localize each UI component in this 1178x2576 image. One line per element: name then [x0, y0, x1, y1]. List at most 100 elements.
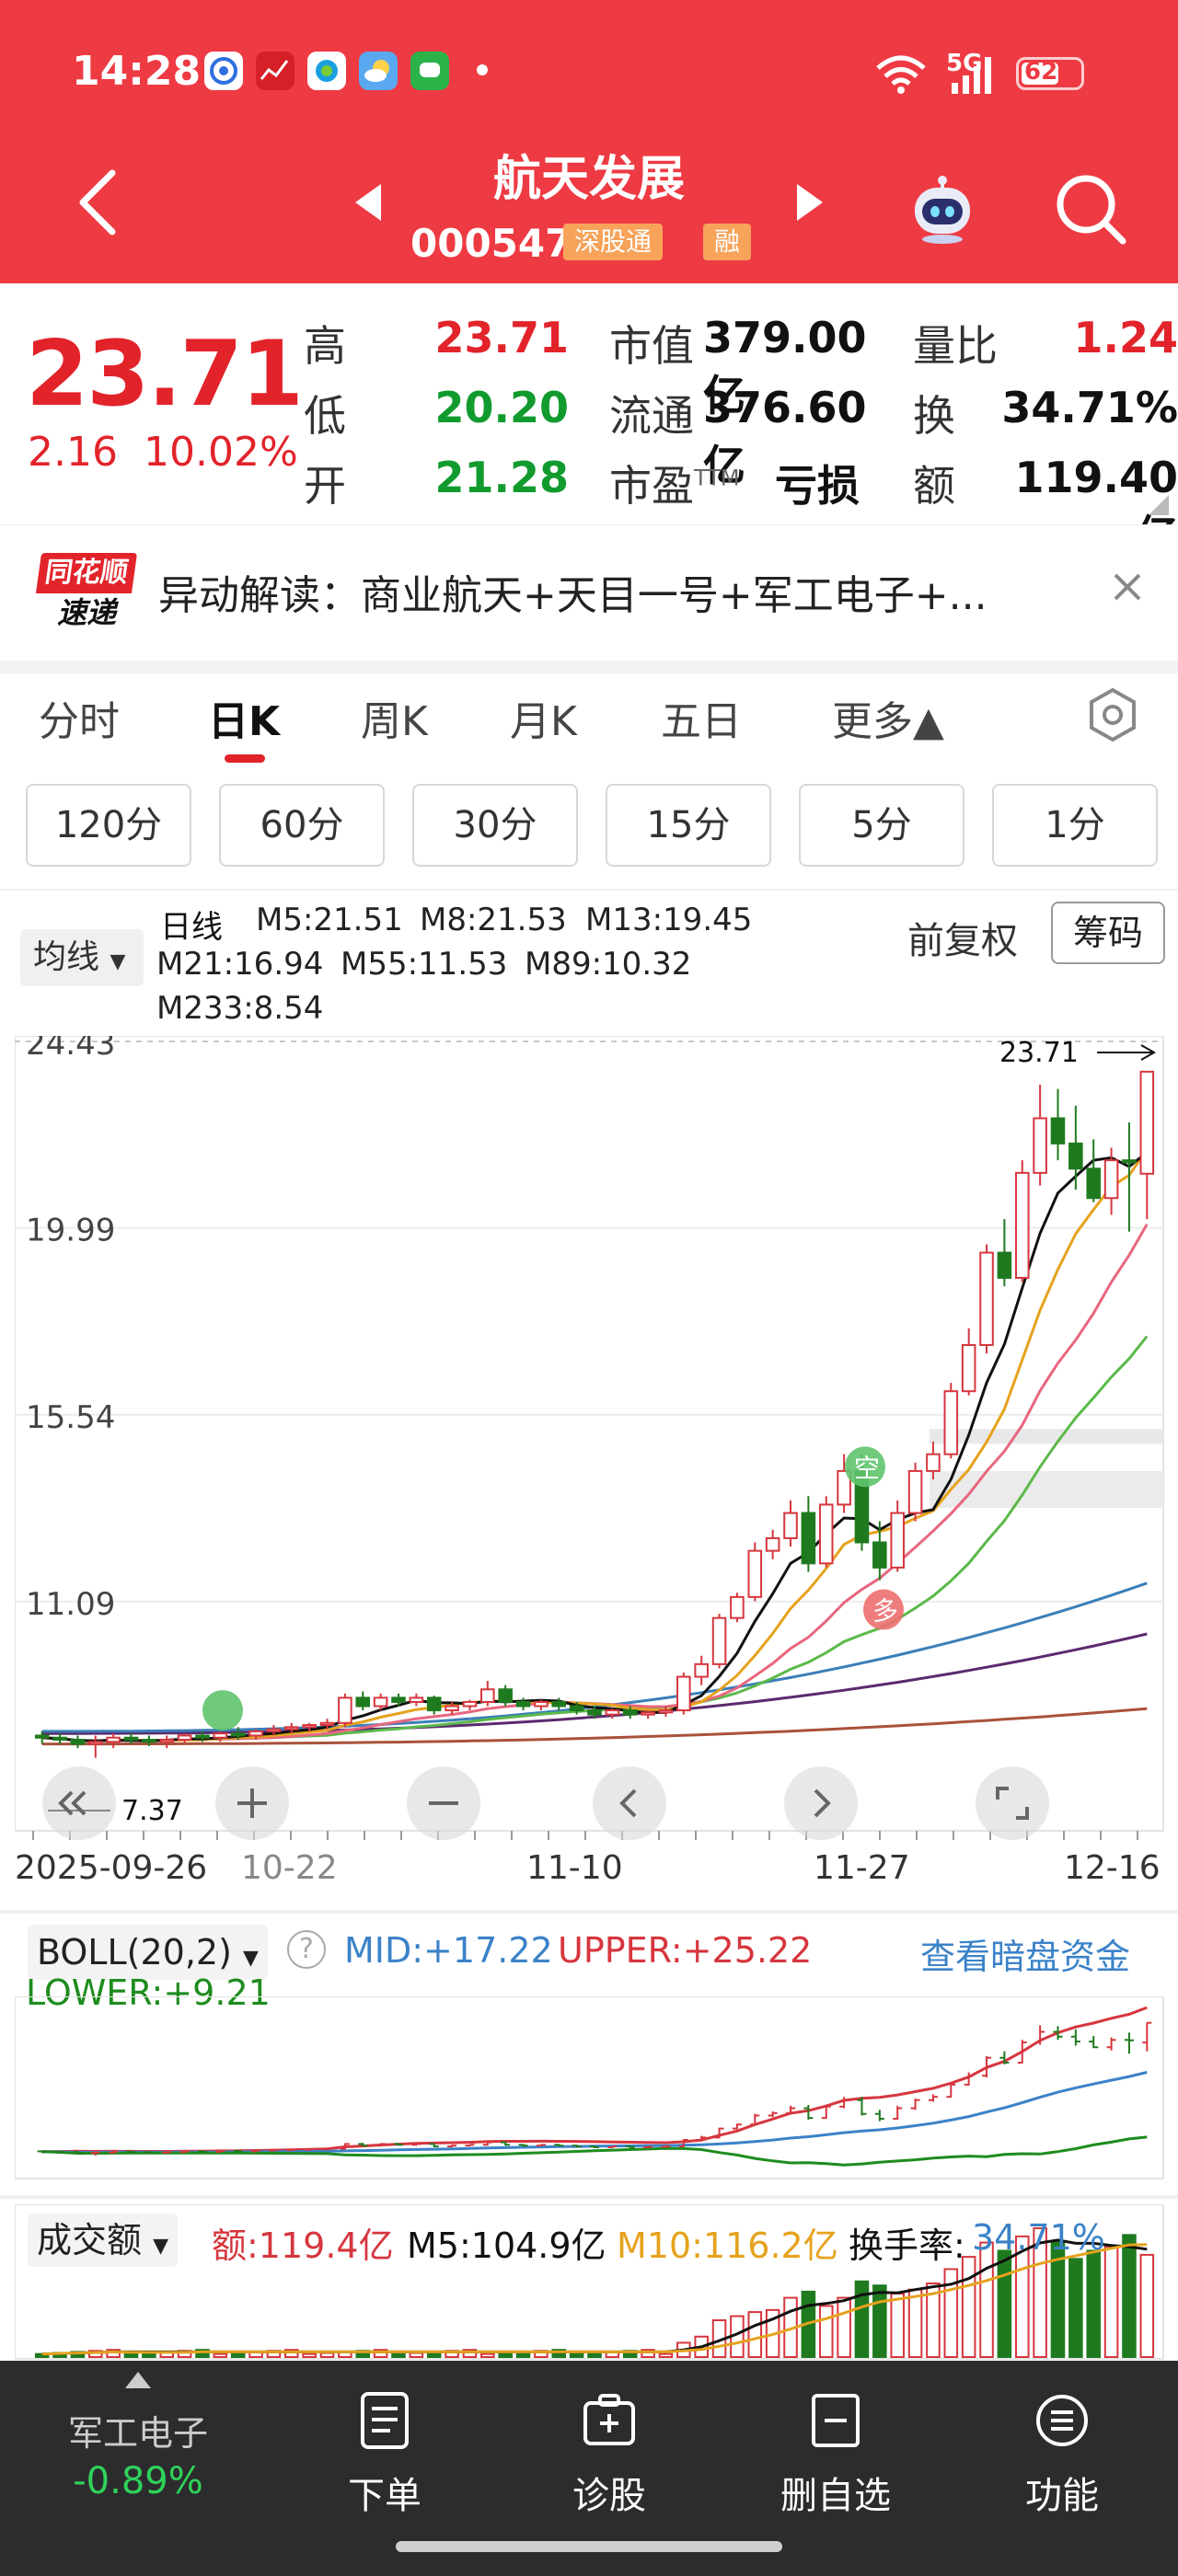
candle-body	[622, 1709, 638, 1716]
boll-mid: MID:+17.22	[344, 1930, 553, 1971]
volume-bar	[480, 2352, 495, 2359]
icon-stroke	[58, 1790, 74, 1816]
candle-body	[106, 1736, 121, 1743]
robot-assistant-icon[interactable]	[902, 173, 983, 247]
period-30min[interactable]: 30分	[412, 784, 578, 867]
diagnose-button[interactable]: 诊股	[517, 2361, 701, 2545]
volume-bar	[641, 2349, 655, 2359]
fullscreen-icon[interactable]	[976, 1766, 1049, 1840]
close-icon[interactable]	[1104, 564, 1150, 610]
chart-left-icon[interactable]	[593, 1766, 666, 1840]
candle-body	[445, 1705, 459, 1712]
divider	[0, 661, 1178, 673]
volume-bar	[391, 2352, 406, 2359]
order-button[interactable]: 下单	[293, 2361, 477, 2545]
tab-weekly-k[interactable]: 周K	[361, 698, 428, 745]
icon-stroke	[1016, 1807, 1029, 1820]
market-cap-label: 市值	[609, 321, 694, 371]
home-indicator[interactable]	[396, 2541, 782, 2552]
dark-pool-link[interactable]: 查看暗盘资金	[920, 1937, 1131, 1977]
candle-body	[1122, 1159, 1137, 1164]
candle-body	[658, 1709, 674, 1714]
news-logo-bottom: 速递	[56, 595, 116, 630]
period-15min[interactable]: 15分	[606, 784, 771, 867]
tab-more[interactable]: 更多▲	[832, 698, 944, 745]
candle-body	[765, 1536, 780, 1552]
volume-bar	[462, 2349, 478, 2359]
boll-selector[interactable]: BOLL(20,2) ▼	[28, 1925, 268, 1980]
candle-body	[266, 1728, 282, 1732]
candle-body	[195, 1734, 210, 1739]
news-banner[interactable]: 同花顺 速递 异动解读：商业航天+天目一号+军工电子+...	[0, 524, 1178, 661]
help-icon[interactable]: ?	[287, 1930, 326, 1969]
current-price: 23.71	[26, 322, 304, 427]
back-icon[interactable]	[72, 166, 127, 239]
volume-bar	[979, 2241, 994, 2358]
period-60min[interactable]: 60分	[219, 784, 385, 867]
next-stock-icon[interactable]	[797, 184, 823, 221]
candle-body	[605, 1709, 620, 1716]
candle-body	[1033, 1117, 1047, 1174]
candle-body	[230, 1732, 246, 1737]
signal-marker-short-text: 空	[854, 1453, 880, 1483]
tab-monthly-k[interactable]: 月K	[510, 698, 577, 745]
signal-marker-long	[863, 1589, 904, 1630]
zoom-reset-icon[interactable]	[42, 1766, 116, 1840]
period-120min[interactable]: 120分	[26, 784, 191, 867]
candle-body	[730, 1595, 745, 1619]
news-text[interactable]: 异动解读：商业航天+天目一号+军工电子+...	[158, 572, 987, 619]
adjust-mode[interactable]: 前复权	[907, 920, 1018, 962]
period-1min[interactable]: 1分	[992, 784, 1158, 867]
candle-body	[34, 1734, 50, 1739]
volume-selector[interactable]: 成交额 ▼	[28, 2214, 179, 2267]
candle-body	[52, 1736, 67, 1742]
signal-marker-long-text: 多	[872, 1596, 898, 1627]
zoom-out-icon[interactable]	[407, 1766, 480, 1840]
zoom-in-icon[interactable]	[215, 1766, 289, 1840]
candle-body	[907, 1469, 923, 1514]
kline-chart[interactable]: 24.43 19.99 15.54 11.09 23.71 7.37 空多	[15, 1036, 1165, 1846]
tab-daily-k[interactable]: 日K	[208, 698, 281, 745]
open-value: 21.28	[434, 453, 569, 502]
high-value: 23.71	[434, 313, 569, 362]
period-5min[interactable]: 5分	[799, 784, 964, 867]
search-icon[interactable]	[1051, 169, 1130, 248]
chip-distribution-button[interactable]: 筹码	[1051, 902, 1165, 964]
ma233-value: M233:8.54	[156, 990, 324, 1027]
tab-five-day[interactable]: 五日	[661, 698, 742, 745]
expand-up-icon[interactable]	[125, 2372, 151, 2388]
volume-m5: M5:104.9亿	[407, 2225, 606, 2266]
ma-selector[interactable]: 均线 ▼	[20, 929, 144, 986]
y-tick-label: 19.99	[26, 1213, 115, 1249]
sector-change: -0.89%	[73, 2460, 203, 2502]
low-label: 低	[304, 391, 346, 441]
settings-icon[interactable]	[1084, 686, 1141, 743]
boll-chart[interactable]	[15, 1996, 1165, 2180]
stock-app-icon	[256, 52, 294, 90]
x-tick-label: 11-27	[814, 1849, 910, 1887]
candle-body	[997, 1251, 1012, 1279]
prev-stock-icon[interactable]	[355, 184, 381, 221]
turnover-value: 34.71%	[1001, 383, 1178, 432]
boll-lower-line	[41, 2135, 1148, 2167]
divider	[0, 2195, 1178, 2199]
function-button[interactable]: 功能	[970, 2361, 1154, 2545]
volume-chart[interactable]	[15, 2204, 1165, 2361]
float-cap-label: 流通	[609, 391, 694, 441]
ma5-value: M5:21.51	[256, 902, 403, 938]
candle-body	[498, 1688, 513, 1703]
weather-icon	[359, 52, 398, 90]
remove-watchlist-button[interactable]: 删自选	[744, 2361, 928, 2545]
pe-value: 亏损	[775, 461, 860, 511]
volume-bar	[890, 2293, 905, 2358]
icon-stroke	[814, 1788, 831, 1818]
quote-panel: 23.71 2.16 10.02% 高 23.71 市值 379.00亿 量比 …	[0, 283, 1178, 560]
expand-corner-icon[interactable]	[1149, 495, 1169, 515]
price-change-pct: 10.02%	[144, 429, 298, 476]
sector-name[interactable]: 军工电子	[67, 2413, 208, 2454]
ma21-value: M21:16.94	[156, 946, 324, 983]
volume-frame	[15, 2204, 1164, 2360]
chart-right-icon[interactable]	[784, 1766, 858, 1840]
tab-intraday[interactable]: 分时	[39, 698, 120, 745]
order-label: 下单	[348, 2475, 422, 2517]
